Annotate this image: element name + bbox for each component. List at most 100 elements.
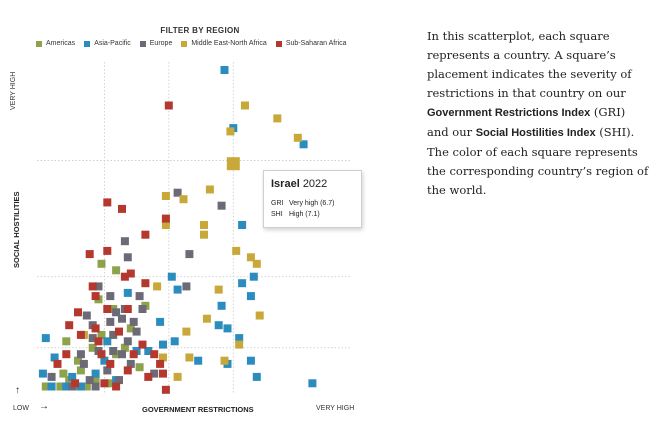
point-europe-10[interactable]	[109, 347, 118, 355]
point-asia-pacific-34[interactable]	[50, 353, 59, 362]
legend-item-asia-pacific[interactable]: Asia-Pacific	[84, 40, 131, 47]
point-middle-east-north-africa-5[interactable]	[179, 195, 188, 204]
point-asia-pacific-32[interactable]	[38, 369, 47, 378]
point-asia-pacific-25[interactable]	[103, 337, 112, 346]
point-sub-saharan-africa-35[interactable]	[100, 379, 109, 388]
point-sub-saharan-africa-20[interactable]	[74, 308, 82, 317]
point-sub-saharan-africa-32[interactable]	[156, 359, 165, 368]
point-sub-saharan-africa-8[interactable]	[103, 246, 112, 255]
point-europe-23[interactable]	[94, 282, 103, 291]
point-sub-saharan-africa-30[interactable]	[62, 350, 71, 359]
point-asia-pacific-8[interactable]	[238, 279, 247, 288]
point-sub-saharan-africa-13[interactable]	[120, 272, 129, 281]
point-americas-10[interactable]	[74, 356, 82, 365]
point-europe-5[interactable]	[123, 253, 132, 262]
point-europe-7[interactable]	[118, 314, 126, 323]
point-asia-pacific-15[interactable]	[238, 221, 247, 229]
point-europe-15[interactable]	[76, 350, 85, 359]
point-europe-27[interactable]	[126, 359, 135, 368]
point-sub-saharan-africa-34[interactable]	[53, 359, 62, 368]
point-sub-saharan-africa-11[interactable]	[103, 305, 112, 313]
point-middle-east-north-africa-8[interactable]	[200, 221, 208, 229]
legend-item-middle-east-north-africa[interactable]: Middle East-North Africa	[181, 40, 267, 47]
point-asia-pacific-9[interactable]	[246, 292, 255, 301]
point-asia-pacific-4[interactable]	[167, 272, 176, 281]
point-asia-pacific-30[interactable]	[159, 340, 167, 349]
point-asia-pacific-27[interactable]	[100, 356, 109, 365]
point-americas-3[interactable]	[91, 376, 100, 385]
point-sub-saharan-africa-25[interactable]	[94, 337, 103, 346]
point-middle-east-north-africa-4[interactable]	[241, 101, 249, 110]
point-middle-east-north-africa-18[interactable]	[220, 356, 229, 365]
point-middle-east-north-africa-3[interactable]	[226, 127, 235, 136]
point-europe-2[interactable]	[217, 201, 226, 210]
point-europe-22[interactable]	[79, 359, 88, 368]
point-asia-pacific-33[interactable]	[123, 288, 132, 297]
point-europe-33[interactable]	[129, 317, 138, 326]
point-sub-saharan-africa-5[interactable]	[141, 230, 150, 239]
point-asia-pacific-12[interactable]	[246, 356, 255, 365]
point-sub-saharan-africa-10[interactable]	[88, 282, 97, 291]
point-asia-pacific-16[interactable]	[214, 321, 223, 330]
point-asia-pacific-11[interactable]	[235, 334, 244, 343]
point-middle-east-north-africa-7[interactable]	[161, 192, 170, 200]
point-americas-15[interactable]	[82, 382, 91, 391]
point-middle-east-north-africa-14[interactable]	[161, 221, 170, 229]
point-asia-pacific-28[interactable]	[194, 356, 203, 365]
point-highlight-israel[interactable]	[226, 157, 240, 171]
point-europe-24[interactable]	[82, 311, 91, 320]
point-asia-pacific-20[interactable]	[47, 382, 56, 391]
point-americas-4[interactable]	[76, 366, 85, 375]
point-asia-pacific-26[interactable]	[156, 317, 165, 326]
point-sub-saharan-africa-19[interactable]	[112, 382, 121, 391]
point-sub-saharan-africa-6[interactable]	[141, 279, 150, 288]
point-sub-saharan-africa-23[interactable]	[161, 385, 170, 394]
legend-item-americas[interactable]: Americas	[36, 40, 75, 47]
point-asia-pacific-3[interactable]	[299, 140, 308, 149]
point-asia-pacific-17[interactable]	[170, 337, 179, 346]
point-americas-11[interactable]	[59, 369, 68, 378]
point-middle-east-north-africa-9[interactable]	[200, 230, 208, 239]
point-europe-18[interactable]	[123, 337, 132, 346]
point-europe-28[interactable]	[91, 382, 100, 391]
point-sub-saharan-africa-3[interactable]	[103, 198, 112, 207]
legend-item-sub-saharan-africa[interactable]: Sub-Saharan Africa	[275, 40, 347, 47]
point-middle-east-north-africa-10[interactable]	[214, 285, 223, 294]
point-sub-saharan-africa-31[interactable]	[65, 321, 74, 330]
point-sub-saharan-africa-1[interactable]	[164, 101, 173, 110]
point-sub-saharan-africa-26[interactable]	[91, 324, 100, 333]
point-americas-16[interactable]	[126, 324, 135, 333]
point-europe-1[interactable]	[173, 188, 182, 197]
point-middle-east-north-africa-13[interactable]	[252, 259, 261, 268]
point-europe-21[interactable]	[120, 237, 129, 246]
point-sub-saharan-africa-2[interactable]	[161, 214, 170, 223]
legend-item-europe[interactable]: Europe	[139, 40, 172, 47]
point-europe-3[interactable]	[185, 250, 194, 259]
point-asia-pacific-13[interactable]	[252, 372, 261, 381]
point-middle-east-north-africa-6[interactable]	[205, 185, 214, 194]
point-asia-pacific-21[interactable]	[62, 382, 71, 391]
point-americas-8[interactable]	[62, 337, 71, 346]
point-sub-saharan-africa-15[interactable]	[138, 340, 147, 349]
point-sub-saharan-africa-9[interactable]	[85, 250, 94, 259]
point-europe-25[interactable]	[47, 372, 56, 381]
point-europe-19[interactable]	[85, 376, 94, 385]
point-sub-saharan-africa-17[interactable]	[97, 350, 106, 359]
point-europe-6[interactable]	[106, 292, 115, 301]
point-europe-32[interactable]	[88, 334, 97, 343]
point-middle-east-north-africa-21[interactable]	[173, 372, 182, 381]
point-americas-19[interactable]	[135, 363, 144, 372]
point-sub-saharan-africa-21[interactable]	[76, 330, 85, 339]
point-americas-7[interactable]	[97, 330, 106, 339]
point-middle-east-north-africa-23[interactable]	[185, 353, 194, 362]
point-americas-9[interactable]	[120, 343, 129, 352]
point-americas-17[interactable]	[88, 343, 97, 352]
point-middle-east-north-africa-24[interactable]	[255, 311, 264, 320]
point-asia-pacific-19[interactable]	[41, 334, 50, 343]
point-sub-saharan-africa-18[interactable]	[106, 359, 115, 368]
point-middle-east-north-africa-11[interactable]	[232, 246, 241, 255]
point-middle-east-north-africa-12[interactable]	[246, 253, 255, 262]
point-americas-13[interactable]	[112, 266, 121, 275]
point-europe-9[interactable]	[138, 305, 147, 313]
point-middle-east-north-africa-20[interactable]	[159, 353, 167, 362]
